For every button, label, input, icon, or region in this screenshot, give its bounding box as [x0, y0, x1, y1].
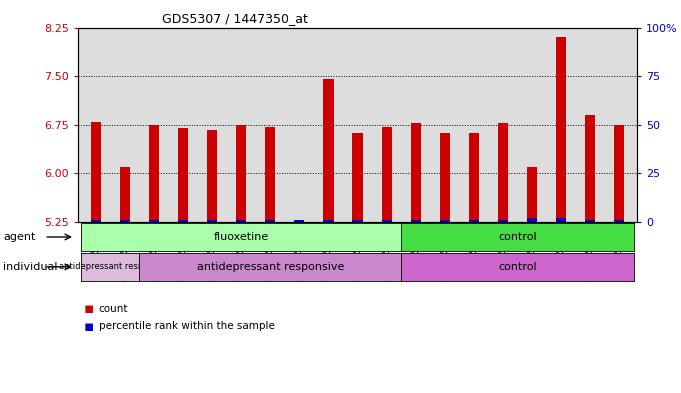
Bar [381, 220, 392, 222]
Bar [91, 121, 101, 222]
Bar [498, 220, 508, 222]
Bar [469, 220, 479, 222]
Bar [556, 37, 566, 222]
Bar [178, 128, 188, 222]
Bar [207, 130, 217, 222]
Bar [236, 220, 247, 222]
Bar [323, 79, 334, 222]
Bar [149, 220, 159, 222]
Text: antidepressant responsive: antidepressant responsive [197, 262, 344, 272]
Bar [381, 127, 392, 222]
Text: individual: individual [3, 262, 58, 272]
Bar [614, 125, 624, 222]
Bar [527, 218, 537, 222]
Text: fluoxetine: fluoxetine [214, 232, 269, 242]
Bar [265, 127, 275, 222]
Bar [411, 123, 421, 222]
Text: control: control [498, 262, 537, 272]
Bar [120, 220, 130, 222]
Bar [149, 125, 159, 222]
Bar [527, 167, 537, 222]
Bar [265, 220, 275, 222]
Bar [207, 220, 217, 222]
Bar [294, 220, 304, 222]
Bar [120, 167, 130, 222]
Bar [498, 123, 508, 222]
Bar [440, 133, 450, 222]
Bar [469, 133, 479, 222]
Bar [585, 220, 595, 222]
Text: percentile rank within the sample: percentile rank within the sample [99, 321, 274, 331]
Bar [236, 125, 247, 222]
Bar [614, 220, 624, 222]
Bar [585, 115, 595, 222]
Bar [91, 220, 101, 222]
Text: control: control [498, 232, 537, 242]
Text: antidepressant resistant: antidepressant resistant [59, 263, 161, 271]
Bar [178, 220, 188, 222]
Bar [440, 220, 450, 222]
Bar [411, 220, 421, 222]
Text: ▪: ▪ [84, 319, 99, 334]
Bar [353, 220, 362, 222]
Text: ▪: ▪ [84, 301, 99, 316]
Text: agent: agent [3, 232, 36, 242]
Text: GDS5307 / 1447350_at: GDS5307 / 1447350_at [162, 12, 308, 25]
Bar [353, 132, 362, 222]
Bar [294, 220, 304, 222]
Bar [556, 218, 566, 222]
Text: count: count [99, 303, 128, 314]
Bar [323, 220, 334, 222]
